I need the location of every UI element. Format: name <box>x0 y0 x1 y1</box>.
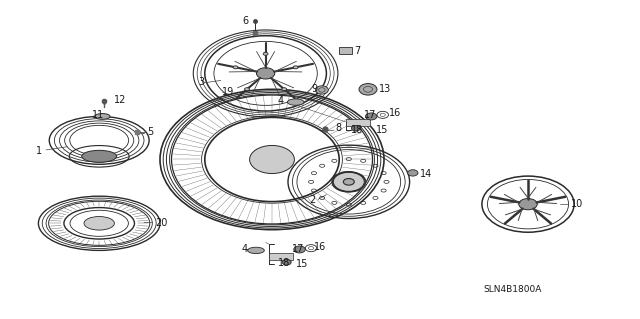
Text: SLN4B1800A: SLN4B1800A <box>483 285 541 294</box>
Ellipse shape <box>244 88 250 91</box>
Ellipse shape <box>82 150 116 162</box>
Text: 17: 17 <box>364 110 376 121</box>
Text: 9: 9 <box>312 84 318 94</box>
Text: 18: 18 <box>351 125 363 135</box>
Ellipse shape <box>365 113 377 120</box>
Ellipse shape <box>351 125 360 131</box>
Ellipse shape <box>287 99 304 105</box>
Text: 4: 4 <box>278 96 284 107</box>
Ellipse shape <box>343 179 355 185</box>
Text: 3: 3 <box>198 77 205 87</box>
Text: 20: 20 <box>155 218 167 228</box>
Text: 13: 13 <box>379 84 391 94</box>
Ellipse shape <box>282 88 287 91</box>
Text: 1: 1 <box>36 145 42 156</box>
Ellipse shape <box>332 172 366 192</box>
Text: 6: 6 <box>242 16 248 26</box>
Text: 17: 17 <box>292 244 304 254</box>
Text: 12: 12 <box>114 95 126 106</box>
Text: 5: 5 <box>147 127 154 137</box>
Text: 15: 15 <box>376 125 388 135</box>
Ellipse shape <box>250 145 294 174</box>
Text: 4: 4 <box>241 244 248 255</box>
Text: 16: 16 <box>314 242 326 252</box>
Ellipse shape <box>519 198 537 210</box>
Ellipse shape <box>293 66 298 69</box>
Ellipse shape <box>84 217 115 230</box>
Ellipse shape <box>282 259 291 265</box>
Text: 14: 14 <box>420 169 432 179</box>
Bar <box>339 47 352 54</box>
Text: 10: 10 <box>571 198 583 209</box>
Text: 11: 11 <box>92 110 104 121</box>
Ellipse shape <box>233 66 238 69</box>
FancyBboxPatch shape <box>346 119 370 126</box>
Ellipse shape <box>263 52 268 55</box>
Ellipse shape <box>257 68 275 79</box>
Ellipse shape <box>248 247 264 254</box>
Text: 16: 16 <box>388 108 401 118</box>
Text: 8: 8 <box>335 123 342 133</box>
Ellipse shape <box>294 246 305 253</box>
Text: 15: 15 <box>296 259 308 269</box>
Ellipse shape <box>408 170 418 176</box>
Text: 7: 7 <box>355 46 361 56</box>
Ellipse shape <box>359 84 377 95</box>
Text: 18: 18 <box>278 258 291 268</box>
Ellipse shape <box>316 86 328 94</box>
Text: 2: 2 <box>309 195 316 205</box>
Ellipse shape <box>95 114 110 119</box>
Text: 19: 19 <box>222 87 234 97</box>
FancyBboxPatch shape <box>269 253 293 260</box>
